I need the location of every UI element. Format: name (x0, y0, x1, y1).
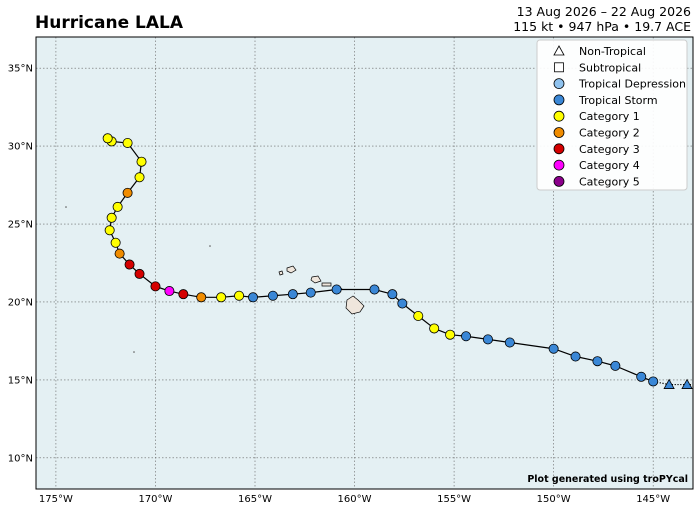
circle-icon (553, 110, 565, 122)
track-point-ts (267, 290, 278, 301)
lon-tick-label: 160°W (338, 494, 372, 505)
track-point-c1 (429, 323, 440, 334)
legend: Non-Tropical Subtropical Tropical Depressi… (536, 39, 688, 191)
legend-label: Subtropical (579, 61, 641, 74)
lon-tick-label: 150°W (537, 494, 571, 505)
track-point-ts (610, 360, 621, 371)
lat-tick-label: 25°N (8, 220, 33, 231)
lon-tick-label: 155°W (437, 494, 471, 505)
track-point-non-tropical (681, 378, 693, 389)
circle-icon (553, 127, 565, 138)
track-point-non-tropical (663, 378, 675, 389)
track-point-c3 (150, 281, 161, 292)
track-point-c1 (112, 201, 123, 212)
track-point-c4 (164, 286, 175, 297)
islet-2 (133, 351, 135, 353)
lat-tick-label: 35°N (8, 64, 33, 75)
track-point-ts (287, 289, 298, 300)
island-molokai (321, 282, 332, 287)
circle-icon (553, 159, 565, 171)
track-points (102, 133, 693, 389)
track-point-c1 (110, 237, 121, 248)
lon-tick-label: 165°W (238, 494, 272, 505)
islet-1 (209, 245, 211, 247)
track-point-ts (387, 289, 398, 300)
track-point-c2 (122, 187, 133, 198)
island-oahu (310, 275, 322, 284)
legend-label: Tropical Storm (578, 94, 658, 107)
credit-text: Plot generated using troPYcal (527, 474, 688, 485)
legend-box (536, 39, 688, 191)
legend-label: Category 4 (579, 159, 640, 172)
track-point-c1 (136, 156, 147, 167)
track-point-ts (248, 292, 259, 303)
lat-tick-label: 30°N (8, 142, 33, 153)
lat-tick-label: 15°N (8, 375, 33, 386)
track-point-ts (648, 376, 659, 387)
track-point-c1 (102, 133, 113, 144)
hawaiian-islands (65, 206, 365, 353)
lon-tick-label: 170°W (138, 494, 172, 505)
track-point-c1 (104, 225, 115, 236)
lon-tick-label: 175°W (39, 494, 73, 505)
track-point-ts (305, 287, 316, 298)
legend-label: Category 1 (579, 110, 640, 123)
track-point-c1 (445, 329, 456, 340)
track-point-ts (636, 371, 647, 382)
track-point-c1 (413, 310, 424, 321)
map-title: Hurricane LALA (35, 13, 184, 33)
island-kauai (286, 265, 297, 274)
plot-frame (35, 36, 694, 490)
lat-tick-label: 10°N (8, 453, 33, 464)
track-point-c1 (106, 212, 117, 223)
storm-stats: 115 kt • 947 hPa • 19.7 ACE (513, 19, 691, 34)
legend-label: Category 5 (579, 175, 640, 188)
circle-icon (553, 175, 565, 187)
triangle-icon (553, 45, 565, 56)
circle-icon (553, 78, 565, 89)
track-point-c2 (196, 292, 207, 303)
lat-tick-label: 20°N (8, 297, 33, 308)
track-point-c1 (122, 137, 133, 148)
track-point-c1 (134, 172, 145, 183)
legend-label: Non-Tropical (579, 45, 646, 58)
track-point-ts (397, 298, 408, 309)
track-point-ts (592, 356, 603, 367)
track-point-ts (482, 334, 493, 345)
island-hawaii (345, 295, 365, 315)
track-point-c3 (178, 289, 189, 300)
axis-ticks: 175°W170°W165°W160°W155°W150°W145°W140°W… (8, 64, 670, 505)
track-point-c3 (124, 259, 135, 270)
storm-summary: 13 Aug 2026 – 22 Aug 2026 115 kt • 947 h… (513, 4, 691, 34)
track-point-ts (548, 343, 559, 354)
square-icon (554, 62, 564, 73)
track-point-c3 (134, 268, 145, 279)
date-range: 13 Aug 2026 – 22 Aug 2026 (516, 4, 691, 19)
legend-label: Category 3 (579, 143, 640, 156)
lon-tick-label: 145°W (636, 494, 670, 505)
island-niihau (278, 270, 284, 276)
track-point-ts (369, 284, 380, 295)
track-segment (509, 341, 554, 350)
circle-icon (553, 94, 565, 106)
circle-icon (553, 143, 565, 155)
track-point-c1 (234, 290, 245, 301)
track-point-ts (461, 331, 472, 342)
legend-label: Category 2 (579, 127, 640, 140)
track-point-c1 (216, 292, 227, 303)
islet-3 (65, 206, 67, 208)
track-point-ts (331, 284, 342, 295)
track-point-ts (570, 351, 581, 362)
track-point-c2 (114, 248, 125, 259)
legend-label: Tropical Depression (578, 78, 686, 91)
track-point-ts (504, 337, 515, 348)
